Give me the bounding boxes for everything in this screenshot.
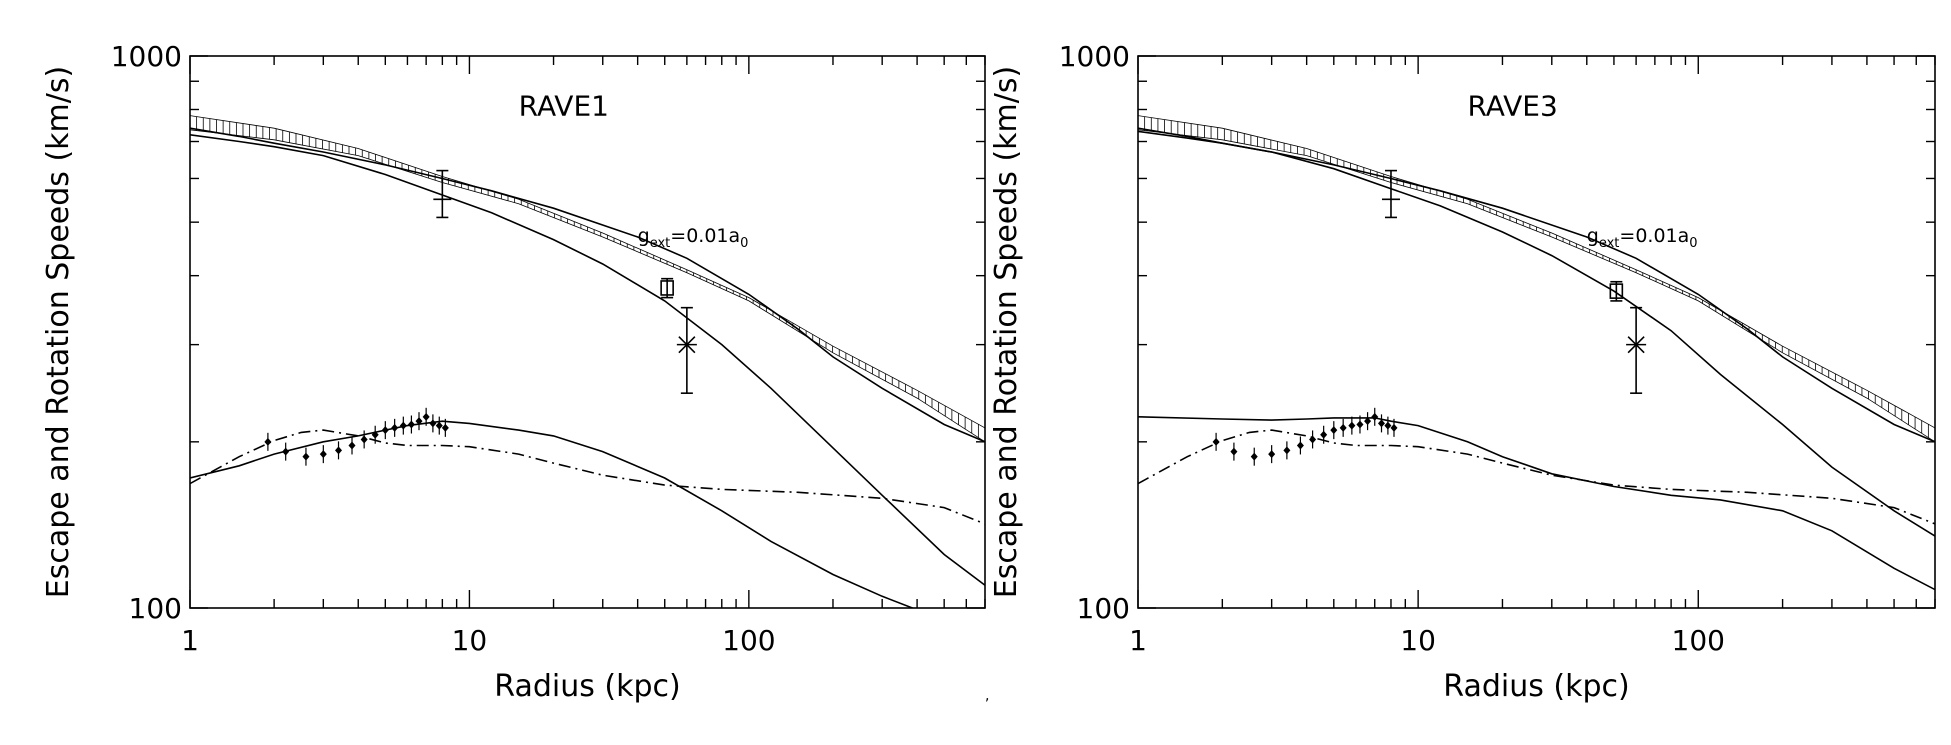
rc-point bbox=[371, 430, 379, 439]
rc-point bbox=[399, 421, 407, 430]
rc-point bbox=[1268, 450, 1276, 459]
series-line-3 bbox=[190, 420, 915, 608]
y-axis-label: Escape and Rotation Speeds (km/s) bbox=[41, 66, 76, 598]
rc-point bbox=[1390, 423, 1398, 432]
data-point-asterisk bbox=[676, 306, 697, 394]
band-upper-edge bbox=[190, 115, 985, 429]
rc-point bbox=[1339, 423, 1347, 432]
data-point-square bbox=[1609, 280, 1624, 302]
rc-point bbox=[1296, 441, 1304, 450]
annotation-mid: =0.01a bbox=[670, 225, 740, 247]
series-line-2 bbox=[1138, 127, 1935, 443]
plot-area bbox=[190, 115, 985, 608]
rc-point bbox=[407, 420, 415, 429]
series-line-1 bbox=[190, 134, 985, 586]
rc-point bbox=[415, 417, 423, 426]
annotation-sub: ext bbox=[1599, 236, 1620, 251]
rc-point bbox=[441, 423, 449, 432]
rc-point bbox=[1230, 447, 1238, 456]
x-axis-label: Radius (kpc) bbox=[1443, 669, 1629, 704]
data-point-square bbox=[660, 277, 674, 299]
annotation-gext: gext=0.01a0 bbox=[1587, 225, 1698, 251]
rc-point bbox=[335, 446, 343, 455]
band-lower-edge bbox=[1138, 129, 1935, 443]
y-tick-label: 100 bbox=[1077, 592, 1130, 625]
rc-point bbox=[1384, 421, 1392, 430]
rc-point bbox=[1309, 435, 1317, 444]
rc-point bbox=[1320, 430, 1328, 439]
annotation-gext: gext=0.01a0 bbox=[638, 225, 749, 251]
x-tick-label: 100 bbox=[722, 624, 775, 657]
y-tick-label: 100 bbox=[129, 592, 182, 625]
x-tick-label: 1 bbox=[181, 624, 199, 657]
panel-label: RAVE1 bbox=[519, 90, 609, 123]
rc-point bbox=[348, 441, 356, 450]
annotation-base: g bbox=[1587, 225, 1599, 247]
marker-square bbox=[660, 280, 674, 296]
rc-point bbox=[1250, 452, 1258, 461]
rc-point bbox=[1212, 437, 1220, 446]
chart-panel-1: 1 10 100 100 1000 Radius (kpc) Escape and Rota… bbox=[41, 40, 986, 704]
series-line-1 bbox=[1138, 130, 1935, 537]
band-upper-edge bbox=[1138, 115, 1935, 429]
plot-frame bbox=[189, 55, 986, 609]
rc-point bbox=[391, 423, 399, 432]
rc-point bbox=[282, 447, 290, 456]
annotation-sub: ext bbox=[650, 236, 671, 251]
rc-point bbox=[1330, 426, 1338, 435]
rc-point bbox=[1371, 412, 1379, 421]
annotation-mid: =0.01a bbox=[1619, 225, 1689, 247]
stray-mark: , bbox=[985, 688, 990, 704]
data-point-cross bbox=[1381, 169, 1400, 219]
rc-point bbox=[1356, 420, 1364, 429]
annotation-sub2: 0 bbox=[1689, 236, 1697, 251]
rc-point bbox=[422, 412, 430, 421]
rc-point bbox=[319, 450, 327, 459]
series-line-4 bbox=[190, 429, 985, 525]
annotation-base: g bbox=[638, 225, 650, 247]
rc-point bbox=[264, 437, 272, 446]
rotation-curve-data bbox=[264, 407, 449, 466]
y-tick-label: 1000 bbox=[1059, 40, 1130, 73]
rc-point bbox=[435, 421, 443, 430]
escape-speed-band bbox=[190, 115, 985, 443]
rc-point bbox=[1348, 421, 1356, 430]
series-line-4 bbox=[1138, 429, 1935, 525]
y-tick-label: 1000 bbox=[111, 40, 182, 73]
series-line-2 bbox=[190, 127, 985, 443]
x-axis-label: Radius (kpc) bbox=[494, 669, 680, 704]
rc-point bbox=[302, 452, 310, 461]
rotation-curve-data bbox=[1212, 407, 1398, 466]
x-tick-label: 100 bbox=[1672, 624, 1725, 657]
chart-panel-2: 1 10 100 100 1000 Radius (kpc) Escape and Rota… bbox=[989, 40, 1936, 704]
x-tick-label: 10 bbox=[1400, 624, 1436, 657]
y-axis-label: Escape and Rotation Speeds (km/s) bbox=[989, 66, 1024, 598]
rc-point bbox=[1364, 417, 1372, 426]
series-line-3 bbox=[1138, 416, 1935, 591]
marker-square bbox=[1609, 283, 1624, 299]
data-point-asterisk bbox=[1626, 306, 1647, 394]
x-tick-label: 10 bbox=[452, 624, 488, 657]
rc-point bbox=[429, 419, 437, 428]
rc-point bbox=[360, 435, 368, 444]
rc-point bbox=[1283, 446, 1291, 455]
band-lower-edge bbox=[190, 129, 985, 443]
data-point-cross bbox=[433, 169, 452, 219]
plot-area bbox=[1138, 115, 1935, 591]
panel-label: RAVE3 bbox=[1467, 90, 1557, 123]
rc-point bbox=[381, 426, 389, 435]
escape-speed-band bbox=[1138, 115, 1935, 443]
x-tick-label: 1 bbox=[1129, 624, 1147, 657]
plot-frame bbox=[1137, 55, 1936, 609]
rc-point bbox=[1377, 419, 1385, 428]
annotation-sub2: 0 bbox=[740, 236, 748, 251]
